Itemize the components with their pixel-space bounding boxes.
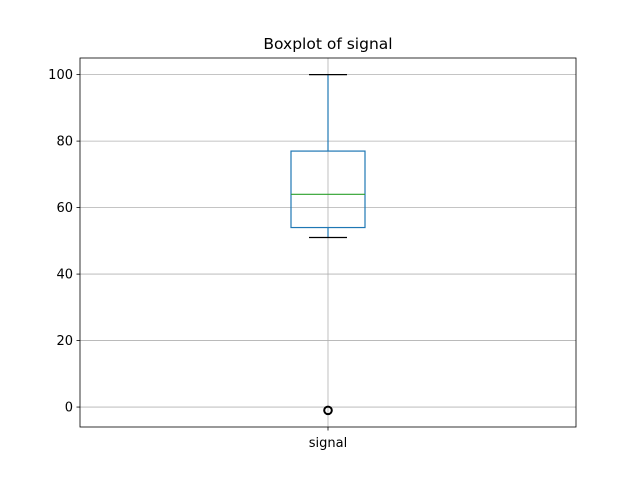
iqr-box: [290, 150, 366, 229]
y-tick-label: 40: [56, 268, 73, 283]
box-marks: [290, 74, 366, 416]
y-tick-label: 20: [56, 334, 73, 349]
axes: 0 20 40 60 80 100 signal: [48, 68, 347, 451]
x-tick-label: signal: [309, 436, 347, 451]
outlier-point: [323, 405, 333, 416]
chart-title: Boxplot of signal: [263, 35, 392, 53]
y-tick-label: 60: [56, 201, 73, 216]
grid-lines: [80, 58, 576, 427]
y-tick-label: 80: [56, 135, 73, 150]
y-tick-label: 100: [48, 68, 73, 83]
y-tick-label: 0: [65, 401, 73, 416]
